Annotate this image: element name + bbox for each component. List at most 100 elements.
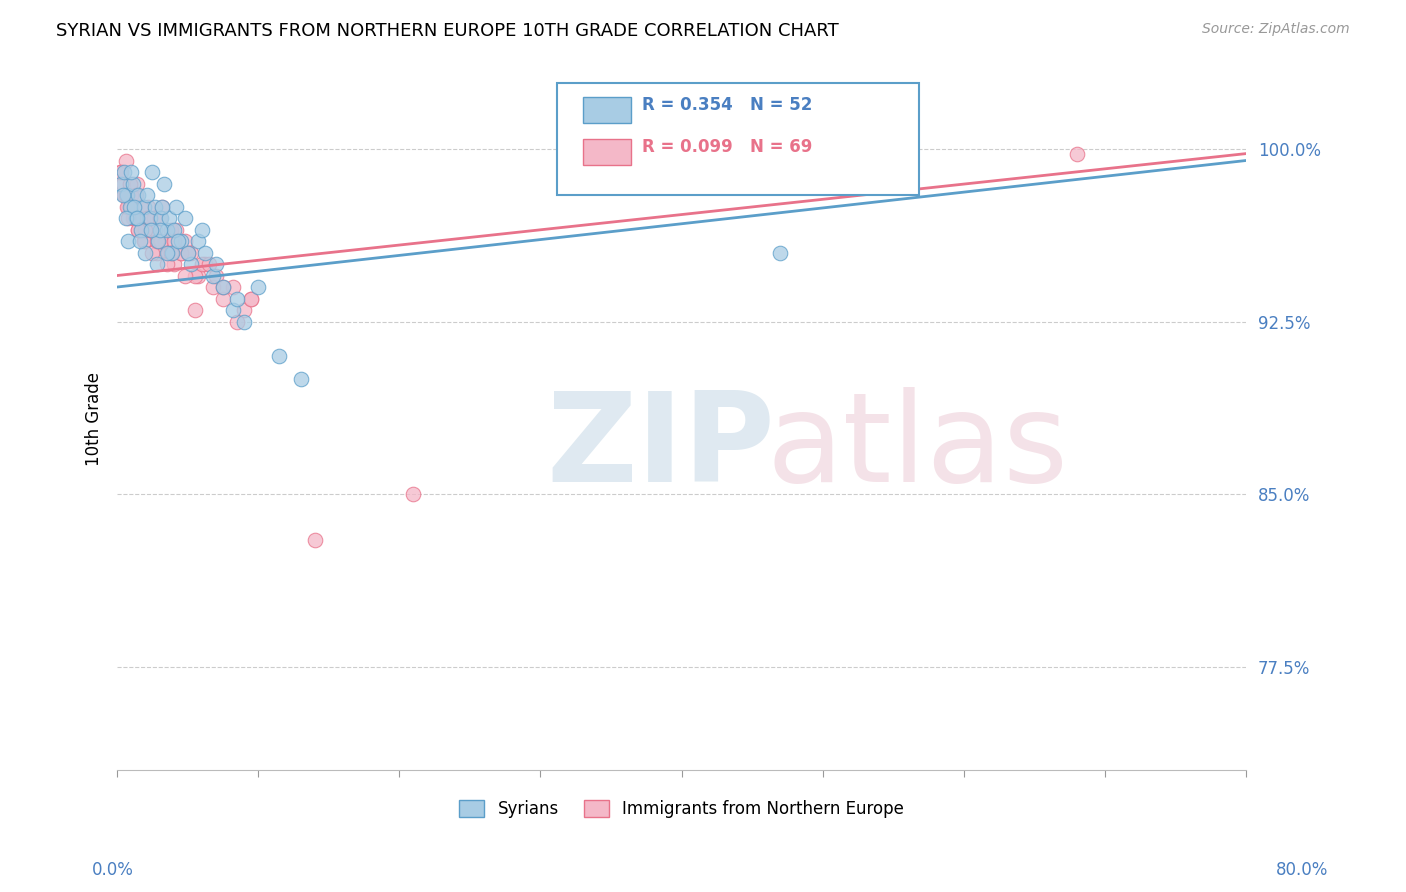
Point xyxy=(165,222,187,236)
Point xyxy=(128,222,150,236)
Point xyxy=(143,222,166,236)
Point xyxy=(139,222,162,236)
Point xyxy=(142,211,165,225)
Point xyxy=(117,211,139,225)
Point xyxy=(222,303,245,318)
FancyBboxPatch shape xyxy=(557,83,918,194)
Legend: Syrians, Immigrants from Northern Europe: Syrians, Immigrants from Northern Europe xyxy=(453,793,911,825)
Point xyxy=(162,257,184,271)
Point xyxy=(135,188,157,202)
Point xyxy=(269,349,291,363)
Point xyxy=(198,257,221,271)
Point xyxy=(112,188,135,202)
Point xyxy=(290,372,312,386)
Point xyxy=(117,200,139,214)
Point xyxy=(194,257,217,271)
Point xyxy=(155,222,177,236)
Text: atlas: atlas xyxy=(766,387,1069,508)
Point xyxy=(180,257,202,271)
Point xyxy=(145,257,167,271)
Point xyxy=(136,200,159,214)
Point xyxy=(769,245,792,260)
Point xyxy=(129,222,152,236)
Point xyxy=(148,211,170,225)
Point xyxy=(202,268,225,283)
Point xyxy=(233,314,256,328)
Point xyxy=(191,222,214,236)
Point xyxy=(205,268,228,283)
Point xyxy=(162,234,184,248)
Point xyxy=(121,177,143,191)
Text: Source: ZipAtlas.com: Source: ZipAtlas.com xyxy=(1202,22,1350,37)
Point xyxy=(212,280,235,294)
Point xyxy=(139,222,162,236)
Point xyxy=(152,177,174,191)
Point xyxy=(177,245,200,260)
Point xyxy=(118,177,141,191)
Point xyxy=(155,257,177,271)
Point xyxy=(134,245,156,260)
Point xyxy=(165,200,187,214)
Point xyxy=(149,234,172,248)
Point xyxy=(134,222,156,236)
Point xyxy=(118,200,141,214)
Point xyxy=(177,245,200,260)
Point xyxy=(159,245,181,260)
Point xyxy=(124,211,146,225)
Point xyxy=(114,211,136,225)
Point xyxy=(128,234,150,248)
Text: R = 0.354   N = 52: R = 0.354 N = 52 xyxy=(643,96,813,114)
Point xyxy=(153,234,176,248)
Point xyxy=(120,165,142,179)
Point xyxy=(124,188,146,202)
Point xyxy=(115,200,138,214)
Point xyxy=(194,245,217,260)
Point xyxy=(146,234,169,248)
Point xyxy=(114,188,136,202)
Text: SYRIAN VS IMMIGRANTS FROM NORTHERN EUROPE 10TH GRADE CORRELATION CHART: SYRIAN VS IMMIGRANTS FROM NORTHERN EUROP… xyxy=(56,22,839,40)
Point xyxy=(247,280,270,294)
Point xyxy=(143,200,166,214)
Point xyxy=(138,222,160,236)
Point xyxy=(122,211,145,225)
Point xyxy=(125,177,148,191)
Point xyxy=(141,245,163,260)
Point xyxy=(148,222,170,236)
Point xyxy=(170,245,193,260)
Point xyxy=(127,188,149,202)
Point xyxy=(134,234,156,248)
Point xyxy=(110,165,132,179)
Point xyxy=(129,200,152,214)
Point xyxy=(150,200,173,214)
Point xyxy=(131,211,153,225)
Text: 0.0%: 0.0% xyxy=(91,861,134,879)
Point xyxy=(212,292,235,306)
Point xyxy=(120,200,142,214)
Point xyxy=(226,314,249,328)
Point xyxy=(155,245,177,260)
FancyBboxPatch shape xyxy=(583,139,631,165)
Point xyxy=(159,222,181,236)
Point xyxy=(114,153,136,168)
Point xyxy=(240,292,263,306)
Point xyxy=(174,211,197,225)
Point xyxy=(170,245,193,260)
Point xyxy=(222,280,245,294)
Point xyxy=(174,268,197,283)
Point xyxy=(115,188,138,202)
Point xyxy=(202,280,225,294)
Point xyxy=(132,234,155,248)
Point xyxy=(160,245,183,260)
Point xyxy=(138,211,160,225)
Point xyxy=(157,211,180,225)
Point xyxy=(145,245,167,260)
Point xyxy=(125,211,148,225)
Point xyxy=(149,211,172,225)
Point xyxy=(170,234,193,248)
Text: 80.0%: 80.0% xyxy=(1277,861,1329,879)
Point xyxy=(121,211,143,225)
Point xyxy=(120,188,142,202)
Point xyxy=(162,222,184,236)
Point xyxy=(145,234,167,248)
Point xyxy=(127,222,149,236)
